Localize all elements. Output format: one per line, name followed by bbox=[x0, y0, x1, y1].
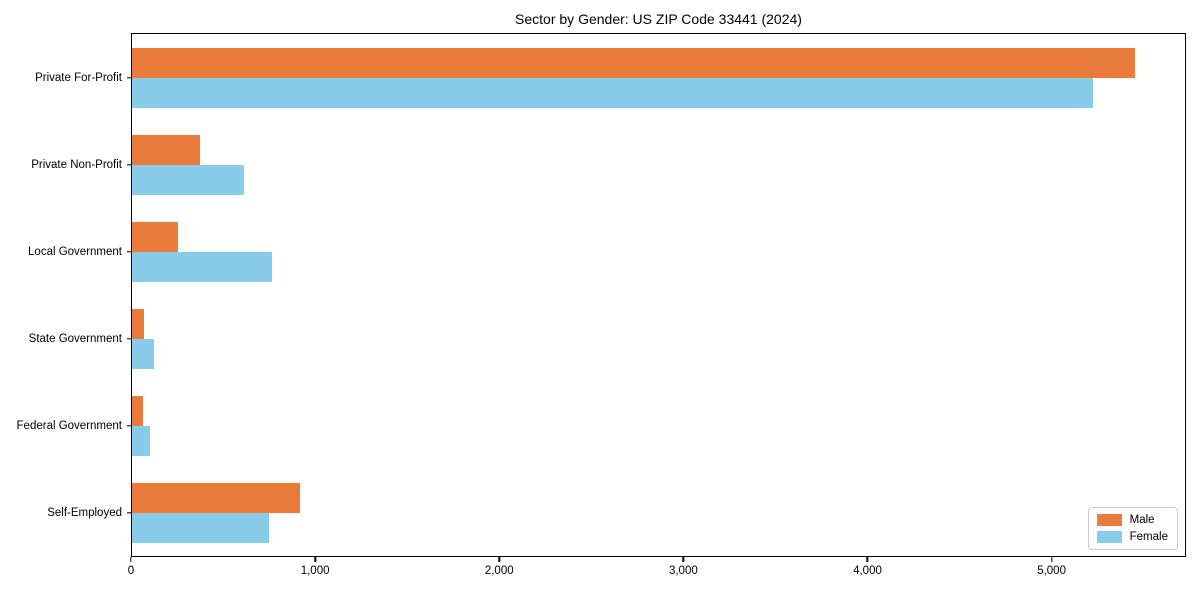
bar-female bbox=[132, 251, 272, 282]
category-row: Federal Government bbox=[17, 382, 1185, 469]
legend: Male Female bbox=[1087, 507, 1178, 550]
y-tick-mark bbox=[127, 424, 132, 427]
category-row: Local Government bbox=[28, 208, 1185, 295]
category-label: Federal Government bbox=[16, 419, 122, 432]
bar-female bbox=[132, 77, 1094, 108]
y-tick-mark bbox=[127, 163, 132, 166]
category-label: State Government bbox=[28, 332, 122, 345]
bar-male bbox=[132, 134, 200, 165]
bar-male bbox=[132, 308, 144, 339]
bar-male bbox=[132, 482, 301, 513]
x-tick-label: 5,000 bbox=[1037, 565, 1066, 577]
chart-title: Sector by Gender: US ZIP Code 33441 (202… bbox=[515, 11, 802, 27]
bar-female bbox=[132, 164, 245, 195]
x-tick-mark bbox=[314, 557, 316, 562]
x-tick-label: 1,000 bbox=[300, 565, 330, 577]
legend-item-female: Female bbox=[1096, 531, 1168, 543]
y-tick-mark bbox=[127, 337, 132, 340]
y-tick-mark bbox=[127, 511, 132, 514]
legend-label-male: Male bbox=[1129, 514, 1155, 526]
legend-swatch-female bbox=[1096, 531, 1122, 543]
x-axis: 0 1,000 2,000 3,000 4,000 5,000 bbox=[127, 557, 1186, 587]
category-label: Local Government bbox=[28, 245, 122, 258]
bar-male bbox=[132, 221, 178, 252]
legend-item-male: Male bbox=[1096, 514, 1168, 526]
legend-label-female: Female bbox=[1129, 531, 1168, 543]
bar-female bbox=[132, 512, 269, 543]
x-tick-label: 0 bbox=[127, 565, 135, 577]
category-label: Private Non-Profit bbox=[31, 158, 122, 171]
x-tick-mark bbox=[866, 557, 869, 562]
bar-male bbox=[132, 47, 1136, 78]
x-tick-mark bbox=[130, 557, 132, 562]
plot-area: Private For-Profit Private Non-Profit Loca… bbox=[17, 33, 1186, 557]
x-tick-label: 2,000 bbox=[484, 565, 514, 577]
x-tick-mark bbox=[1050, 557, 1053, 562]
x-tick-mark bbox=[498, 557, 500, 562]
legend-swatch-male bbox=[1096, 514, 1122, 526]
category-row: State Government bbox=[29, 295, 1185, 382]
category-row: Self-Employed bbox=[47, 469, 1185, 556]
category-label: Self-Employed bbox=[47, 506, 122, 519]
bar-female bbox=[132, 425, 151, 456]
bar-female bbox=[132, 338, 155, 369]
category-row: Private Non-Profit bbox=[31, 121, 1185, 208]
x-tick-mark bbox=[682, 557, 685, 562]
category-row: Private For-Profit bbox=[35, 34, 1185, 121]
y-tick-mark bbox=[127, 76, 132, 79]
y-tick-mark bbox=[127, 250, 132, 253]
category-label: Private For-Profit bbox=[35, 71, 122, 84]
x-tick-label: 3,000 bbox=[668, 565, 698, 577]
x-tick-label: 4,000 bbox=[853, 565, 882, 577]
bar-male bbox=[132, 395, 144, 426]
